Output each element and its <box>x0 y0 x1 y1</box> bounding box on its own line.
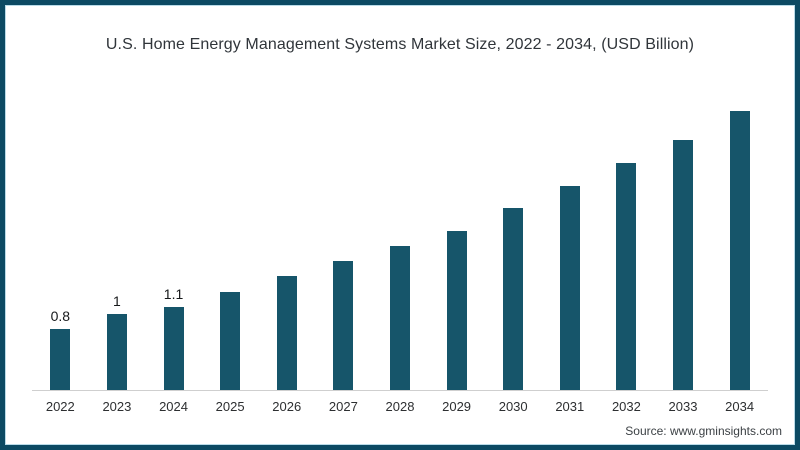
x-axis-label: 2033 <box>668 399 698 414</box>
bar-group: 0.8 <box>32 111 89 390</box>
bar-group <box>598 111 655 390</box>
x-axis-label: 2022 <box>45 399 75 414</box>
bar <box>616 163 637 390</box>
value-label: 0.8 <box>50 308 71 324</box>
bar-group <box>258 111 315 390</box>
x-axis-label: 2030 <box>498 399 528 414</box>
bar-group <box>428 111 485 390</box>
bar <box>333 261 354 390</box>
value-label: 1.1 <box>163 286 184 302</box>
bar <box>276 276 297 390</box>
bar-group <box>372 111 429 390</box>
bar <box>389 246 410 390</box>
chart-canvas: U.S. Home Energy Management Systems Mark… <box>5 5 795 445</box>
bar <box>106 314 127 390</box>
x-axis-label: 2029 <box>442 399 472 414</box>
bar-group <box>655 111 712 390</box>
bar <box>503 208 524 390</box>
x-axis-label: 2023 <box>102 399 132 414</box>
x-axis-label: 2031 <box>555 399 585 414</box>
chart-title: U.S. Home Energy Management Systems Mark… <box>105 36 695 53</box>
x-axis: 2022 2023 2024 2025 2026 2027 2028 2029 2030 2031… <box>32 399 768 414</box>
bar <box>559 186 580 390</box>
bar-group <box>541 111 598 390</box>
bar-group <box>202 111 259 390</box>
bar <box>446 231 467 390</box>
bar <box>50 329 71 390</box>
x-axis-label: 2034 <box>725 399 755 414</box>
bar-group: 1.1 <box>145 111 202 390</box>
bar <box>220 292 241 390</box>
x-axis-label: 2025 <box>215 399 245 414</box>
bar <box>673 140 693 390</box>
plot-area: 0.8 1 1.1 <box>32 111 768 391</box>
bar-group <box>315 111 372 390</box>
bar-group <box>711 111 768 390</box>
x-axis-label: 2032 <box>611 399 641 414</box>
x-axis-label: 2028 <box>385 399 415 414</box>
x-axis-label: 2027 <box>328 399 358 414</box>
source-text: Source: www.gminsights.com <box>625 424 782 438</box>
bar-group: 1 <box>89 111 146 390</box>
bar <box>729 111 750 390</box>
bar-group <box>485 111 542 390</box>
x-axis-label: 2024 <box>159 399 188 414</box>
bar <box>163 307 184 390</box>
value-label: 1 <box>113 293 121 309</box>
x-axis-label: 2026 <box>272 399 302 414</box>
